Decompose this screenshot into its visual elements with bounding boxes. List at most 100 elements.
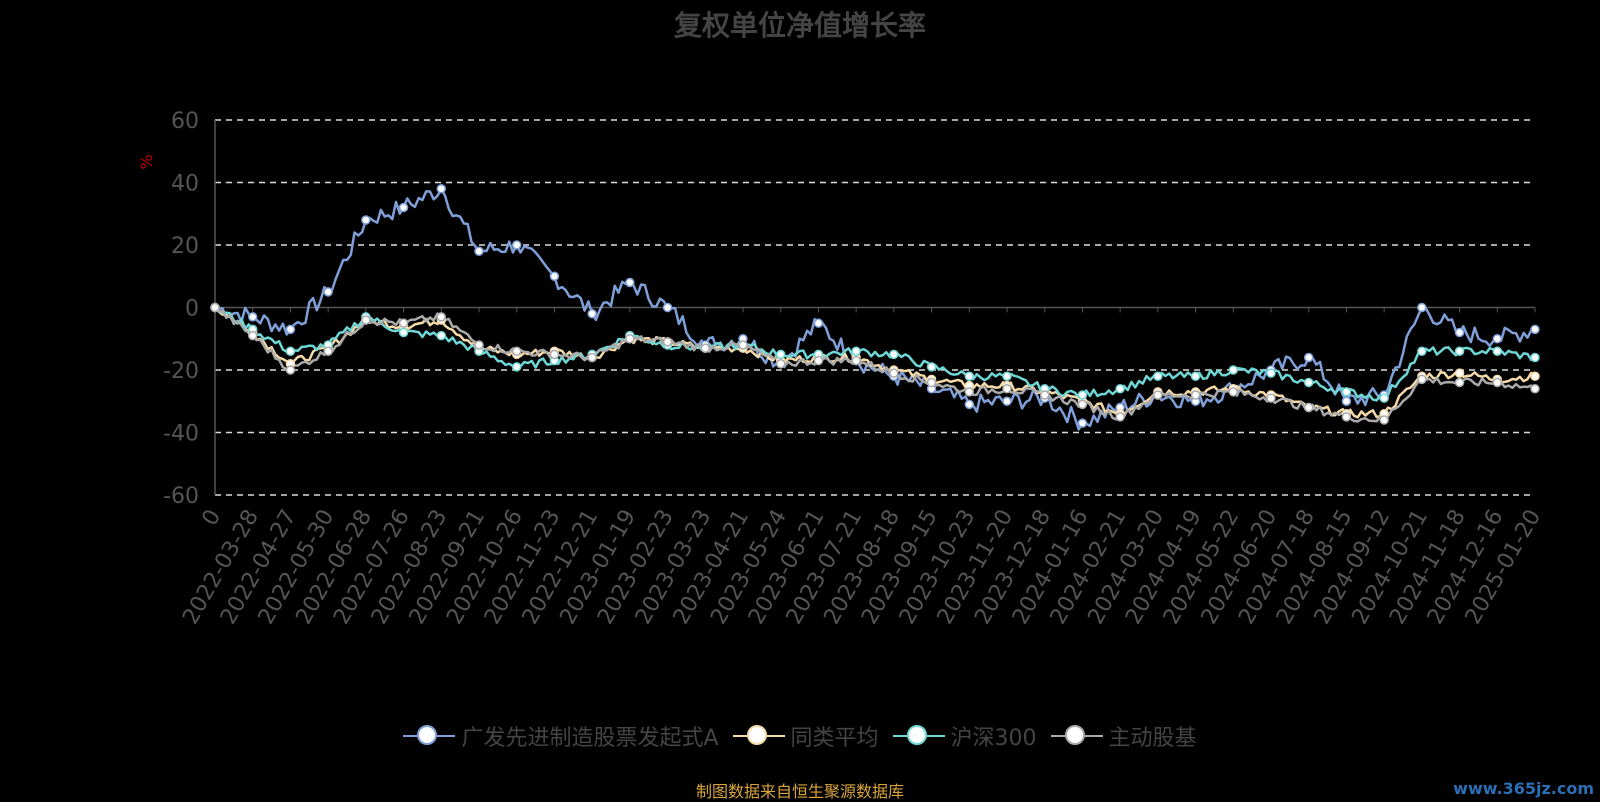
data-point bbox=[1077, 399, 1088, 410]
legend-item[interactable]: 同类平均 bbox=[732, 720, 879, 752]
data-point bbox=[436, 312, 447, 322]
data-point bbox=[587, 352, 597, 363]
data-point bbox=[1341, 396, 1352, 406]
data-point bbox=[285, 346, 296, 356]
legend-swatch bbox=[732, 724, 785, 748]
data-point bbox=[1303, 377, 1314, 388]
data-point bbox=[1228, 387, 1239, 397]
data-point bbox=[474, 246, 484, 256]
chart-title: 复权单位净值增长率 bbox=[673, 9, 926, 42]
data-point bbox=[474, 340, 484, 350]
legend-label: 主动股基 bbox=[1108, 726, 1197, 751]
data-source-note: 制图数据来自恒生聚源数据库 bbox=[695, 782, 904, 801]
data-point bbox=[511, 346, 522, 356]
data-point bbox=[1303, 352, 1314, 363]
data-point bbox=[361, 315, 371, 325]
legend-item[interactable]: 主动股基 bbox=[1050, 720, 1197, 752]
series-line bbox=[214, 306, 1536, 402]
data-point bbox=[1341, 387, 1352, 397]
data-point bbox=[1115, 384, 1125, 394]
data-point bbox=[1228, 365, 1239, 375]
data-point bbox=[1417, 302, 1427, 313]
data-point bbox=[813, 318, 824, 328]
data-point bbox=[1341, 412, 1352, 422]
data-point bbox=[1379, 415, 1389, 425]
series-markers bbox=[210, 184, 1540, 428]
y-axis-label: % bbox=[137, 154, 156, 169]
data-point bbox=[775, 359, 786, 369]
legend-label: 广发先进制造股票发起式A bbox=[461, 726, 719, 751]
series-line bbox=[214, 306, 1536, 419]
data-point bbox=[851, 355, 861, 366]
legend-marker bbox=[906, 725, 927, 745]
data-point bbox=[210, 302, 220, 313]
data-point bbox=[1454, 377, 1465, 388]
data-point bbox=[1002, 371, 1012, 381]
data-point bbox=[1115, 412, 1125, 422]
data-point bbox=[398, 202, 409, 213]
data-point bbox=[1454, 327, 1465, 338]
data-point bbox=[889, 349, 899, 360]
watermark: www.365jz.com bbox=[1453, 779, 1594, 798]
data-point bbox=[1379, 393, 1389, 403]
legend-marker bbox=[1064, 725, 1085, 745]
data-point bbox=[1266, 393, 1276, 403]
data-point bbox=[700, 343, 711, 353]
data-point bbox=[625, 277, 635, 288]
y-tick-label: 0 bbox=[185, 297, 199, 322]
data-point bbox=[1190, 371, 1201, 381]
data-point bbox=[625, 334, 635, 344]
y-tick-label: -40 bbox=[163, 422, 199, 447]
legend-item[interactable]: 沪深300 bbox=[892, 720, 1037, 752]
data-point bbox=[1002, 384, 1012, 394]
series-lines bbox=[214, 187, 1536, 431]
data-point bbox=[247, 312, 258, 322]
data-point bbox=[1153, 371, 1163, 381]
y-tick-label: 40 bbox=[171, 172, 199, 197]
data-point bbox=[813, 355, 824, 366]
data-point bbox=[1530, 352, 1540, 363]
data-point bbox=[436, 330, 447, 341]
data-point bbox=[1492, 377, 1503, 388]
legend-label: 同类平均 bbox=[790, 726, 879, 751]
data-point bbox=[549, 349, 560, 360]
legend-marker bbox=[417, 725, 438, 745]
data-point bbox=[1454, 346, 1465, 356]
data-point bbox=[775, 349, 786, 360]
data-point bbox=[1039, 390, 1050, 400]
y-tick-labels: 60 40 20 0 -20 -40 -60 bbox=[163, 109, 199, 509]
x-tick-labels: 02022-03-282022-04-272022-05-302022-06-2… bbox=[178, 505, 1546, 628]
data-point bbox=[1492, 346, 1503, 356]
data-point bbox=[1530, 384, 1540, 394]
data-point bbox=[1530, 371, 1540, 381]
data-point bbox=[1077, 390, 1088, 400]
data-point bbox=[1454, 368, 1465, 378]
data-point bbox=[964, 387, 975, 397]
legend-swatch bbox=[1050, 724, 1103, 748]
legend-swatch bbox=[403, 724, 456, 748]
y-tick-label: -60 bbox=[163, 484, 199, 509]
legend-label: 沪深300 bbox=[950, 726, 1037, 751]
data-point bbox=[964, 399, 975, 410]
data-point bbox=[738, 340, 748, 350]
data-point bbox=[662, 302, 673, 313]
data-point bbox=[398, 318, 409, 328]
data-point bbox=[889, 368, 899, 378]
legend-item[interactable]: 广发先进制造股票发起式A bbox=[403, 720, 719, 752]
series-line bbox=[214, 187, 1536, 431]
data-point bbox=[851, 346, 861, 356]
x-tick-label: 0 bbox=[198, 506, 227, 531]
data-point bbox=[1417, 346, 1427, 356]
data-point bbox=[1153, 390, 1163, 400]
y-tick-label: 20 bbox=[171, 234, 199, 259]
data-point bbox=[511, 240, 522, 250]
data-point bbox=[1190, 390, 1201, 400]
data-point bbox=[926, 362, 937, 372]
data-point bbox=[323, 287, 333, 297]
data-point bbox=[662, 337, 673, 347]
data-point bbox=[361, 215, 371, 225]
y-tick-label: -20 bbox=[163, 359, 199, 384]
data-point bbox=[285, 365, 296, 375]
grid-lines bbox=[215, 119, 1535, 496]
